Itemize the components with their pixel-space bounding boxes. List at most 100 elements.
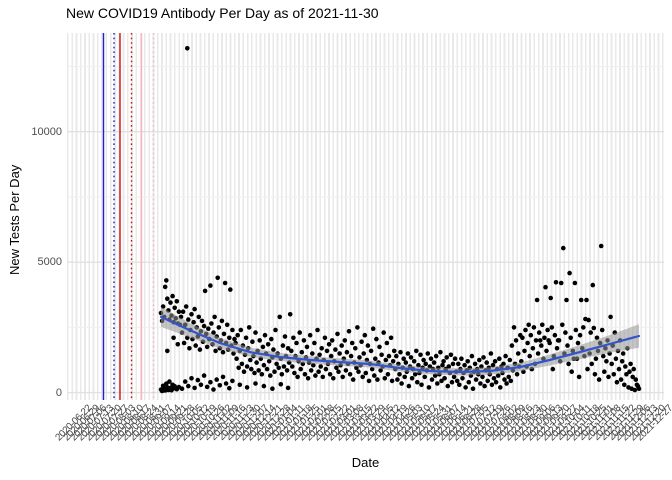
x-tick-label: 2021-02-22 <box>311 403 352 444</box>
reference-lines <box>102 33 155 400</box>
data-point <box>334 365 339 371</box>
data-point <box>618 377 624 382</box>
data-point <box>478 381 483 386</box>
data-point <box>528 332 534 338</box>
data-point <box>401 356 407 362</box>
x-tick-label: 2020-07-06 <box>68 403 109 444</box>
x-tick-label: 2021-07-05 <box>450 403 492 444</box>
x-tick-label: 2021-06-14 <box>428 403 470 444</box>
x-tick-label: 2021-03-29 <box>347 403 389 444</box>
data-point <box>235 332 240 338</box>
x-tick-label: 2021-07-26 <box>472 403 514 444</box>
data-point <box>362 332 368 338</box>
data-point <box>199 318 205 324</box>
data-point <box>277 314 282 320</box>
x-tick-label: 2021-01-18 <box>274 403 315 444</box>
data-point <box>291 335 296 341</box>
data-point <box>164 278 169 283</box>
x-tick-label: 2021-04-26 <box>377 403 418 444</box>
data-point <box>611 372 617 377</box>
data-point <box>575 340 581 346</box>
data-point <box>425 351 431 356</box>
data-point <box>469 353 475 359</box>
x-tick-label: 2021-11-01 <box>576 403 617 443</box>
data-point <box>498 385 503 390</box>
data-point <box>324 348 330 354</box>
x-tick-label: 2021-05-31 <box>414 403 455 444</box>
data-point <box>253 330 258 335</box>
data-point <box>542 335 547 341</box>
data-point <box>620 351 626 356</box>
x-tick-label: 2021-11-15 <box>591 403 631 443</box>
data-point <box>493 379 499 385</box>
data-point <box>398 349 403 355</box>
data-point <box>182 379 188 384</box>
data-point <box>179 386 185 392</box>
data-point <box>304 344 310 350</box>
data-point <box>230 327 235 333</box>
data-point <box>450 361 456 367</box>
data-point <box>379 352 384 358</box>
data-point <box>515 351 521 356</box>
data-point <box>266 359 272 364</box>
data-point <box>572 280 578 286</box>
data-point <box>596 377 602 382</box>
data-point <box>273 327 278 333</box>
data-point <box>547 340 552 346</box>
data-point <box>423 361 429 367</box>
data-point <box>326 342 332 347</box>
data-point <box>497 356 502 362</box>
x-tick-label: 2021-02-08 <box>296 403 337 444</box>
data-point <box>586 317 591 323</box>
x-tick-label: 2020-11-16 <box>208 403 249 443</box>
data-point <box>289 348 294 354</box>
data-point <box>381 330 387 335</box>
data-point <box>249 366 254 372</box>
data-point <box>463 385 468 390</box>
data-point <box>590 282 596 288</box>
data-point <box>378 368 383 373</box>
data-point <box>558 280 564 286</box>
x-tick-label: 2021-05-03 <box>384 403 426 444</box>
x-tick-label: 2020-12-28 <box>252 403 293 444</box>
data-point <box>523 327 528 333</box>
data-point <box>440 362 445 368</box>
data-point <box>386 353 392 359</box>
data-point <box>211 387 216 392</box>
data-point <box>511 325 517 330</box>
data-point <box>507 357 513 363</box>
data-point <box>601 353 606 359</box>
data-point <box>421 357 426 363</box>
data-point <box>317 352 322 358</box>
data-point <box>359 339 364 345</box>
data-point <box>503 353 508 359</box>
x-tick-label: 2021-03-22 <box>340 403 381 444</box>
data-point <box>585 366 590 372</box>
x-tick-label: 2021-02-01 <box>289 403 330 444</box>
data-point <box>312 340 317 346</box>
x-tick-label: 2021-10-11 <box>554 403 595 443</box>
data-point <box>419 382 424 388</box>
data-point <box>195 377 201 383</box>
x-tick-label: 2021-03-15 <box>333 403 374 444</box>
data-point <box>406 383 412 389</box>
x-tick-label: 2021-05-24 <box>406 403 448 444</box>
data-point <box>209 321 214 326</box>
data-point <box>339 343 345 348</box>
scatter-points <box>158 46 642 394</box>
data-point <box>422 374 428 380</box>
data-point <box>261 362 267 368</box>
data-point <box>544 348 549 354</box>
data-point <box>313 373 318 378</box>
data-point <box>548 295 553 301</box>
data-point <box>445 383 451 389</box>
data-point <box>185 46 190 51</box>
x-tick-label: 2020-12-21 <box>244 403 286 444</box>
data-point <box>250 339 255 345</box>
data-point <box>506 374 512 380</box>
data-point <box>545 327 550 333</box>
data-point <box>411 359 417 364</box>
data-point <box>340 374 346 380</box>
data-point <box>520 335 525 341</box>
data-point <box>631 366 636 372</box>
